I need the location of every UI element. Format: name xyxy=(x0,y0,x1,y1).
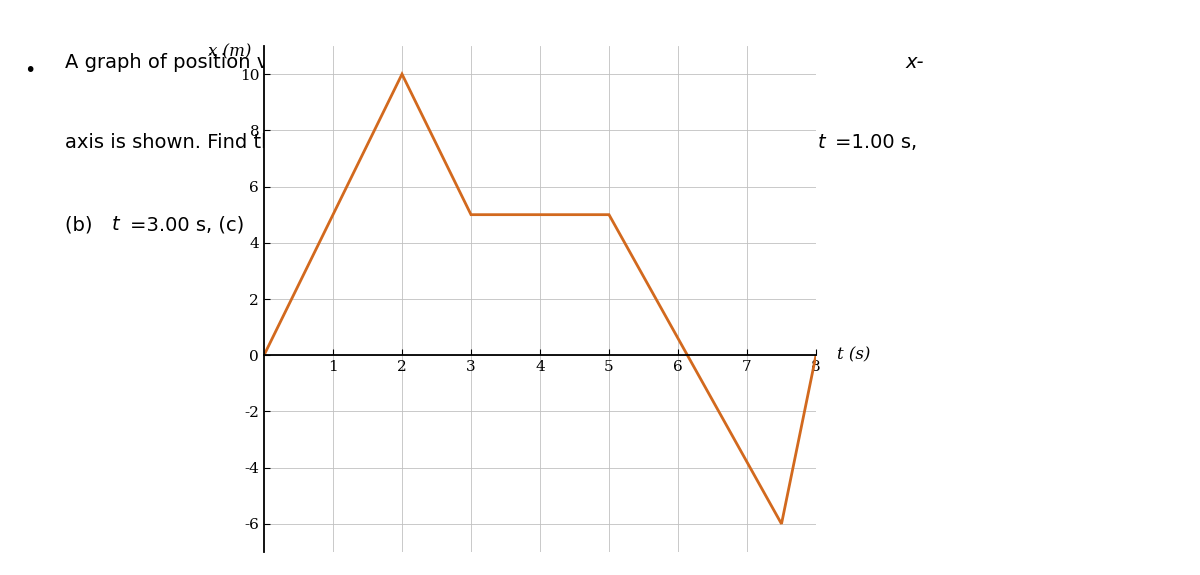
Text: t: t xyxy=(112,215,120,234)
Text: t: t xyxy=(491,215,498,234)
Text: x (m): x (m) xyxy=(208,43,251,60)
Text: x-: x- xyxy=(906,53,924,72)
Text: =3.00 s, (c): =3.00 s, (c) xyxy=(130,215,250,234)
Text: =7.50 s.: =7.50 s. xyxy=(506,215,595,234)
Text: t: t xyxy=(817,133,826,152)
Text: A graph of position versus time for a certain particle moving along the: A graph of position versus time for a ce… xyxy=(65,53,761,72)
Text: t (s): t (s) xyxy=(836,347,870,364)
Text: =1.00 s,: =1.00 s, xyxy=(835,133,917,152)
Text: =4.50 s, and (d): =4.50 s, and (d) xyxy=(293,215,458,234)
Text: axis is shown. Find the instantaneous velocity at the instants (a): axis is shown. Find the instantaneous ve… xyxy=(65,133,698,152)
Text: (b): (b) xyxy=(65,215,98,234)
Text: t: t xyxy=(276,215,283,234)
Text: •: • xyxy=(24,61,35,80)
